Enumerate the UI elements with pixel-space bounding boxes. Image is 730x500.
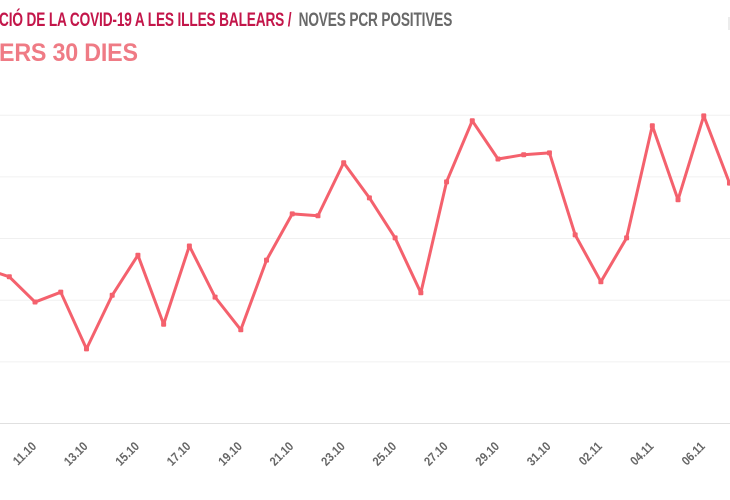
series-path [0, 114, 730, 351]
gridlines [0, 114, 730, 424]
page-title-secondary: NOVES PCR POSITIVES [298, 9, 453, 31]
data-point-marker [315, 213, 321, 219]
data-point-marker [521, 152, 527, 158]
x-tick-label: 19.10 [216, 439, 246, 469]
data-point-marker [495, 156, 501, 162]
data-point-marker [624, 235, 630, 241]
x-tick-label: 21.10 [267, 439, 297, 469]
x-tick-label: 06.11 [679, 439, 708, 468]
data-point-marker [238, 327, 244, 333]
data-point-marker [212, 294, 218, 300]
data-point-marker [546, 150, 552, 156]
x-tick-label: 23.10 [319, 439, 349, 469]
data-point-marker [701, 113, 707, 119]
data-point-marker [186, 243, 192, 249]
data-point-marker [366, 195, 372, 201]
data-point-marker [264, 257, 270, 263]
data-point-marker [392, 235, 398, 241]
data-point-marker [6, 274, 12, 280]
data-point-marker [135, 252, 141, 258]
x-tick-label: 27.10 [422, 439, 452, 469]
x-tick-label: 04.11 [628, 439, 657, 468]
data-point-marker [32, 299, 38, 305]
x-tick-label: 02.11 [576, 439, 605, 468]
x-axis-labels: 11.10 13.10 15.10 17.10 19.10 21.10 23.10 25.10… [11, 439, 709, 469]
data-point-marker [649, 123, 655, 129]
data-point-marker [469, 118, 475, 124]
series-markers [6, 113, 730, 352]
data-point-marker [418, 290, 424, 296]
data-point-marker [675, 197, 681, 203]
data-point-marker [109, 292, 115, 298]
x-tick-label: 25.10 [370, 439, 400, 469]
data-point-marker [161, 321, 167, 327]
page-title: CIÓ DE LA COVID-19 A LES ILLES BALEARS /… [0, 9, 452, 32]
cropped-ui-sliver [728, 17, 730, 30]
data-point-marker [598, 279, 604, 285]
x-tick-label: 31.10 [524, 439, 554, 469]
data-point-marker [289, 211, 295, 217]
x-tick-label: 17.10 [164, 439, 194, 469]
data-point-marker [444, 179, 450, 185]
page-title-main: CIÓ DE LA COVID-19 A LES ILLES BALEARS / [0, 9, 292, 31]
x-tick-label: 15.10 [113, 439, 143, 469]
data-point-marker [341, 160, 347, 166]
chart-header: CIÓ DE LA COVID-19 A LES ILLES BALEARS /… [0, 0, 730, 80]
data-point-marker [726, 180, 730, 186]
data-point-marker [572, 232, 578, 238]
data-point-marker [58, 289, 64, 295]
x-tick-label: 11.10 [11, 439, 40, 468]
page-subtitle: ERS 30 DIES [0, 39, 138, 67]
x-tick-label: 13.10 [62, 439, 92, 469]
series-line [0, 114, 730, 351]
data-point-marker [83, 346, 89, 352]
x-tick-label: 29.10 [473, 439, 503, 469]
